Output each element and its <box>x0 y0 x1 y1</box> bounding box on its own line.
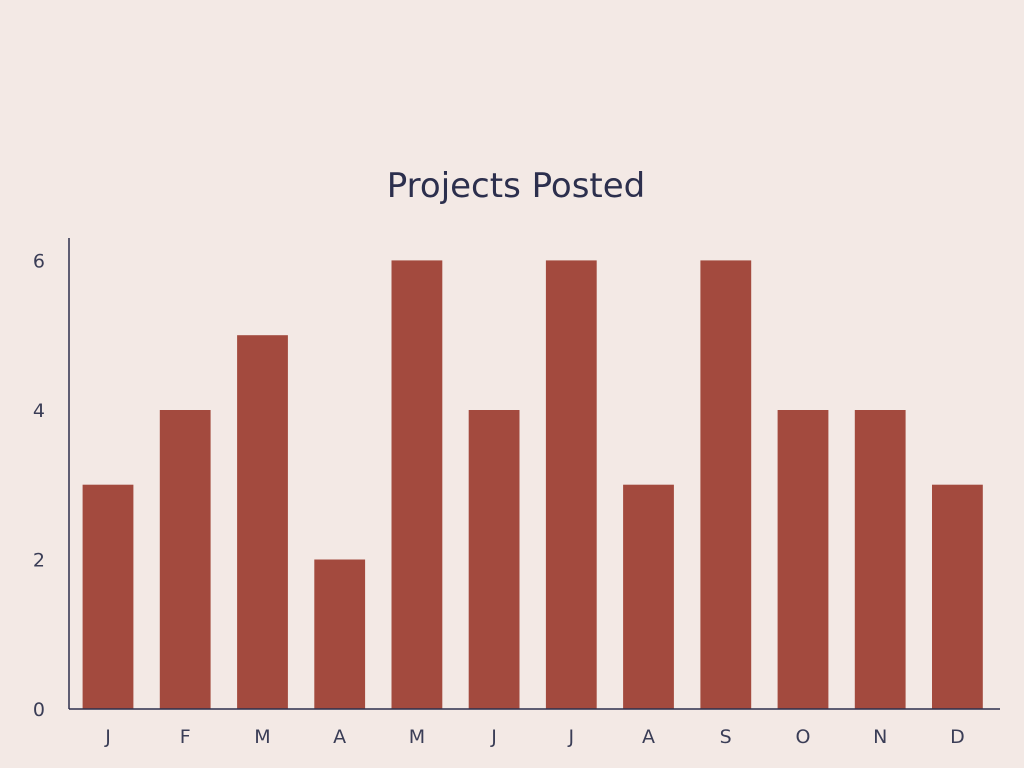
x-tick-label: J <box>104 726 111 748</box>
y-tick-labels: 0 2 4 6 <box>33 250 45 721</box>
bar-6 <box>545 260 597 709</box>
bar-11 <box>932 484 983 709</box>
axes-group <box>68 238 1000 710</box>
x-tick-label: O <box>796 726 811 748</box>
bar-8 <box>700 260 752 709</box>
x-tick-label: A <box>642 726 655 748</box>
bar-4 <box>391 260 443 709</box>
x-tick-label: J <box>567 726 574 748</box>
chart-title: Projects Posted <box>386 166 646 206</box>
x-tick-label: M <box>409 726 425 748</box>
bar-0 <box>82 484 134 709</box>
x-tick-label: N <box>873 726 887 748</box>
y-tick-label: 4 <box>33 400 45 422</box>
x-tick-label: A <box>333 726 346 748</box>
bar-3 <box>314 559 366 709</box>
x-tick-label: J <box>490 726 497 748</box>
bars-group <box>82 260 983 709</box>
y-tick-label: 0 <box>33 699 45 721</box>
x-tick-label: F <box>180 726 191 748</box>
x-tick-label: D <box>950 726 965 748</box>
x-tick-label: S <box>720 726 732 748</box>
bar-7 <box>623 484 674 709</box>
y-tick-label: 2 <box>33 550 45 572</box>
y-tick-label: 6 <box>33 250 45 272</box>
bar-9 <box>777 410 829 709</box>
bar-2 <box>237 335 288 709</box>
bar-10 <box>854 410 906 709</box>
bar-5 <box>468 410 520 709</box>
bar-1 <box>159 410 211 709</box>
x-tick-label: M <box>254 726 270 748</box>
